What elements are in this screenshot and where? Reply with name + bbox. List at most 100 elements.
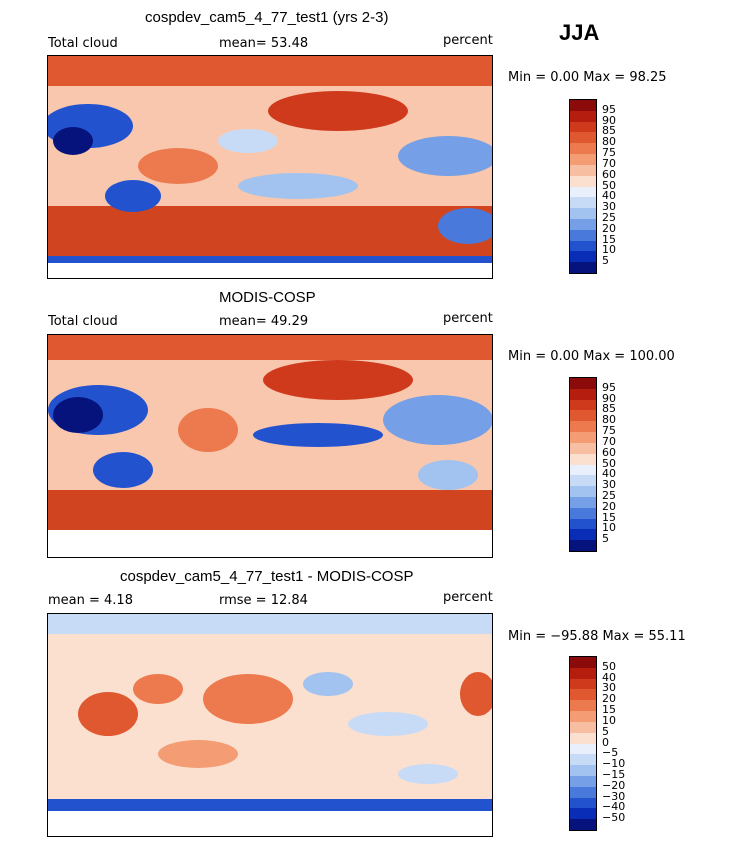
panel-1-mean-label: mean= 53.48	[219, 36, 309, 51]
colorbar-box	[570, 453, 596, 465]
colorbar-box	[570, 197, 596, 209]
colorbar-tick-label: 20	[602, 221, 616, 235]
colorbar-tick-label: 5	[602, 254, 609, 268]
colorbar-box	[570, 378, 596, 389]
colorbar-tick-label: 40	[602, 467, 616, 481]
colorbar-tick-label: −5	[602, 746, 619, 760]
panel-3-units-label: percent	[443, 590, 493, 605]
colorbar-box	[570, 711, 596, 723]
colorbar-tick-label: 75	[602, 424, 616, 438]
colorbar-tick-label: 80	[602, 135, 616, 149]
colorbar-box	[570, 410, 596, 422]
colorbar-tick-label: 15	[602, 510, 616, 524]
colorbar-box	[570, 486, 596, 498]
colorbar-tick-label: 85	[602, 402, 616, 416]
colorbar-tick-label: −20	[602, 778, 626, 792]
colorbar-box	[570, 786, 596, 798]
colorbar-box	[570, 667, 596, 679]
colorbar-tick-label: 95	[602, 102, 616, 116]
colorbar-tick-label: 15	[602, 232, 616, 246]
colorbar-box	[570, 475, 596, 487]
panel-2-minmax: Min = 0.00 Max = 100.00	[508, 349, 675, 364]
colorbar-tick-label: 40	[602, 189, 616, 203]
colorbar-tick-label: 25	[602, 210, 616, 224]
panel-3-minmax: Min = −95.88 Max = 55.11	[508, 629, 686, 644]
panel-3-mean-label: mean = 4.18	[48, 593, 133, 608]
panel-1-units-label: percent	[443, 33, 493, 48]
colorbar-box	[570, 143, 596, 155]
panel-2-colorbar	[569, 377, 597, 552]
colorbar-tick-label: 20	[602, 692, 616, 706]
colorbar-box	[570, 808, 596, 820]
colorbar-box	[570, 819, 596, 831]
panel-2-map-field	[48, 335, 492, 557]
colorbar-box	[570, 721, 596, 733]
colorbar-box	[570, 100, 596, 111]
panel-3-title: cospdev_cam5_4_77_test1 - MODIS-COSP	[120, 568, 414, 585]
colorbar-box	[570, 186, 596, 198]
colorbar-tick-label: 20	[602, 499, 616, 513]
colorbar-box	[570, 262, 596, 274]
panel-1-map-field	[48, 56, 492, 278]
colorbar-tick-label: 50	[602, 456, 616, 470]
colorbar-tick-label: 10	[602, 521, 616, 535]
colorbar-box	[570, 678, 596, 690]
colorbar-tick-label: −30	[602, 789, 626, 803]
colorbar-box	[570, 164, 596, 176]
panel-1-title: cospdev_cam5_4_77_test1 (yrs 2-3)	[145, 9, 389, 26]
colorbar-box	[570, 175, 596, 187]
colorbar-tick-label: −15	[602, 767, 626, 781]
panel-3-map-field	[48, 614, 492, 836]
colorbar-tick-label: 30	[602, 478, 616, 492]
colorbar-tick-label: −40	[602, 800, 626, 814]
colorbar-tick-label: −50	[602, 811, 626, 825]
colorbar-box	[570, 657, 596, 668]
panel-1-colorbar	[569, 99, 597, 274]
colorbar-box	[570, 507, 596, 519]
colorbar-tick-label: 60	[602, 445, 616, 459]
colorbar-box	[570, 132, 596, 144]
colorbar-tick-label: 25	[602, 488, 616, 502]
colorbar-tick-label: 90	[602, 391, 616, 405]
colorbar-box	[570, 121, 596, 133]
colorbar-tick-label: 10	[602, 243, 616, 257]
panel-1-left-label: Total cloud	[48, 36, 118, 51]
panel-2-title: MODIS-COSP	[219, 289, 316, 306]
colorbar-tick-label: 30	[602, 681, 616, 695]
colorbar-tick-label: 50	[602, 178, 616, 192]
colorbar-box	[570, 496, 596, 508]
colorbar-box	[570, 689, 596, 701]
colorbar-tick-label: 70	[602, 434, 616, 448]
colorbar-box	[570, 518, 596, 530]
colorbar-box	[570, 797, 596, 809]
colorbar-box	[570, 540, 596, 552]
colorbar-box	[570, 432, 596, 444]
colorbar-tick-label: −10	[602, 757, 626, 771]
panel-2-left-label: Total cloud	[48, 314, 118, 329]
panel-3-colorbar	[569, 656, 597, 831]
colorbar-tick-label: 85	[602, 124, 616, 138]
colorbar-box	[570, 743, 596, 755]
colorbar-tick-label: 0	[602, 735, 609, 749]
panel-1-minmax: Min = 0.00 Max = 98.25	[508, 70, 667, 85]
colorbar-box	[570, 208, 596, 220]
season-label: JJA	[559, 20, 600, 45]
colorbar-box	[570, 229, 596, 241]
colorbar-box	[570, 732, 596, 744]
colorbar-tick-label: 80	[602, 413, 616, 427]
colorbar-tick-label: 75	[602, 146, 616, 160]
panel-2-mean-label: mean= 49.29	[219, 314, 309, 329]
colorbar-tick-label: 5	[602, 532, 609, 546]
colorbar-box	[570, 110, 596, 122]
colorbar-box	[570, 464, 596, 476]
colorbar-box	[570, 218, 596, 230]
colorbar-tick-label: 15	[602, 703, 616, 717]
panel-1-map	[47, 55, 493, 279]
panel-2-units-label: percent	[443, 311, 493, 326]
panel-2-map	[47, 334, 493, 558]
colorbar-tick-label: 70	[602, 156, 616, 170]
colorbar-tick-label: 95	[602, 380, 616, 394]
colorbar-box	[570, 388, 596, 400]
colorbar-box	[570, 399, 596, 411]
colorbar-box	[570, 700, 596, 712]
